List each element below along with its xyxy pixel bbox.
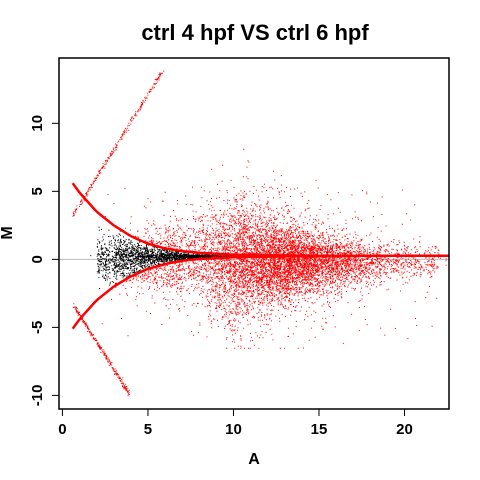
significant-points [72, 70, 447, 397]
chart-title: ctrl 4 hpf VS ctrl 6 hpf [141, 20, 369, 45]
x-tick-label: 5 [144, 421, 152, 438]
x-tick-label: 0 [58, 421, 66, 438]
y-tick-label: -5 [29, 321, 46, 334]
y-tick-label: 0 [29, 255, 46, 263]
x-axis: 0 5 10 15 20 [58, 408, 413, 438]
y-axis-title: M [0, 226, 16, 239]
y-tick-label: -10 [29, 385, 46, 407]
plot-border [58, 57, 450, 410]
y-tick-label: 5 [29, 187, 46, 195]
x-axis-title: A [248, 451, 260, 468]
x-tick-label: 15 [311, 421, 328, 438]
x-tick-label: 20 [396, 421, 413, 438]
upper-threshold-curve [71, 182, 449, 258]
non-significant-points [90, 226, 349, 289]
lower-threshold-curve [71, 254, 449, 330]
y-axis: -10 -5 0 5 10 [29, 115, 60, 407]
y-tick-label: 10 [29, 115, 46, 132]
plot-area [58, 57, 450, 410]
x-tick-label: 10 [225, 421, 242, 438]
